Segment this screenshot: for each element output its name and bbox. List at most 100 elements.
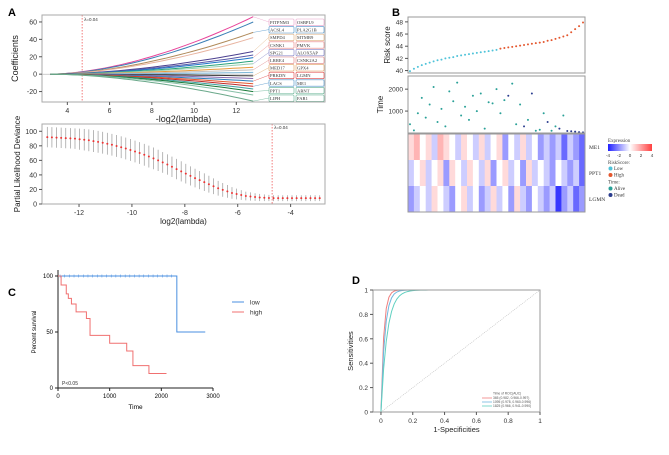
- time-point: [526, 118, 529, 121]
- time-point: [416, 112, 419, 115]
- gene-label: LACS: [270, 81, 282, 86]
- deviance-point: [212, 185, 215, 188]
- heatmap-cell: [419, 186, 426, 212]
- risk-point: [432, 60, 435, 63]
- heatmap-cell: [520, 134, 527, 160]
- legend-dot: [608, 173, 613, 177]
- time-point: [499, 112, 502, 115]
- plot-frame: [41, 14, 326, 103]
- y-tick-label: 40: [29, 172, 37, 179]
- x-tick-label: 4: [65, 108, 69, 115]
- deviance-point: [55, 136, 58, 139]
- legend-high: High: [614, 174, 625, 179]
- time-point: [534, 129, 537, 132]
- y-tick-label: 0: [364, 410, 368, 417]
- x-tick-label: 10: [190, 108, 198, 115]
- y-tick-label: 42: [396, 56, 404, 63]
- deviance-point: [143, 153, 146, 156]
- y-tick-label: 60: [29, 158, 37, 165]
- y-tick-label: 48: [396, 19, 404, 26]
- heatmap-cell: [502, 186, 509, 212]
- deviance-point: [314, 197, 317, 200]
- heatmap-cell: [419, 160, 426, 186]
- heatmap-cell: [419, 134, 426, 160]
- deviance-point: [203, 181, 206, 184]
- deviance-point: [226, 190, 229, 193]
- time-point: [530, 92, 533, 95]
- label-connector: [253, 75, 270, 82]
- gene-label-box: [295, 64, 325, 72]
- diagonal-reference: [380, 289, 541, 413]
- p-value: P<0.05: [62, 381, 78, 387]
- time-point: [519, 103, 522, 106]
- deviance-point: [198, 179, 201, 182]
- heatmap-cell: [461, 186, 468, 212]
- risk-point: [574, 28, 577, 31]
- gene-label: PITPNM3: [270, 20, 290, 25]
- legend-dead: Dead: [614, 194, 625, 199]
- colorbar-tick: 2: [640, 153, 643, 158]
- x-tick-label: 0.6: [472, 418, 481, 425]
- time-point: [475, 110, 478, 113]
- x-tick-label: -8: [182, 210, 188, 217]
- time-point: [471, 94, 474, 97]
- gene-label: SMPD4: [270, 35, 286, 40]
- deviance-point: [267, 197, 270, 200]
- deviance-point: [318, 197, 321, 200]
- heatmap-cell: [549, 160, 556, 186]
- heatmap-cell: [531, 186, 539, 212]
- heatmap-cell: [567, 134, 574, 160]
- heatmap-cell: [555, 134, 562, 160]
- heatmap-cell: [520, 186, 527, 212]
- risk-point: [546, 39, 549, 42]
- plot-frame: [372, 289, 541, 413]
- heatmap-cell: [449, 186, 456, 212]
- panel-label-d: D: [352, 275, 360, 287]
- deviance-point: [263, 196, 266, 199]
- cv-deviance-plot: λ=0.04 -12 -10 -8 -6 -4 0 20 40 60 80 100 log2(lambd…: [13, 115, 326, 226]
- gene-label-box: [295, 33, 325, 41]
- time-point: [420, 96, 423, 99]
- risk-point: [440, 58, 443, 61]
- heatmap-row-label: LGMN: [589, 197, 605, 203]
- heatmap-cell: [478, 134, 485, 160]
- deviance-point: [115, 144, 118, 147]
- heatmap-cell: [567, 186, 574, 212]
- gene-label: LIPH: [270, 96, 281, 101]
- legend-riskscore-title: RiskScore:: [608, 161, 630, 166]
- x-tick-label: 3000: [206, 394, 220, 400]
- x-tick-label: 0.8: [504, 418, 513, 425]
- legend-expression-title: Expression: [608, 139, 631, 144]
- coef-line-20: [50, 73, 254, 102]
- y-tick-label: -20: [27, 89, 37, 96]
- risk-point: [495, 48, 498, 51]
- time-point: [542, 112, 545, 115]
- risk-point: [424, 62, 427, 65]
- deviance-point: [235, 193, 238, 196]
- y-tick-label: 0: [33, 72, 37, 79]
- time-point: [424, 116, 427, 119]
- y-tick-label: 0.2: [359, 385, 368, 392]
- risk-point: [428, 61, 431, 64]
- heatmap-cell: [490, 134, 497, 160]
- heatmap-cell: [455, 134, 462, 160]
- label-connector: [253, 37, 270, 52]
- heatmap-cell: [537, 186, 544, 212]
- heatmap-cell: [531, 160, 539, 186]
- colorbar-tick: 4: [651, 153, 654, 158]
- heatmap-cell: [455, 186, 462, 212]
- deviance-point: [170, 165, 173, 168]
- y-tick-label: 2000: [389, 87, 404, 94]
- heatmap-cell: [443, 134, 450, 160]
- x-tick-label: 8: [150, 108, 154, 115]
- deviance-point: [78, 138, 81, 141]
- panel-label-c: C: [8, 287, 16, 299]
- legend-low: Low: [614, 167, 624, 172]
- y-axis-label: Partial Likelihood Deviance: [13, 115, 22, 212]
- y-tick-label: 20: [29, 54, 37, 61]
- survival-time-plot: 1000 2000 Time: [376, 75, 586, 134]
- risk-point: [566, 34, 569, 37]
- heatmap-cell: [561, 186, 568, 212]
- time-point: [467, 118, 470, 121]
- time-point: [550, 129, 553, 132]
